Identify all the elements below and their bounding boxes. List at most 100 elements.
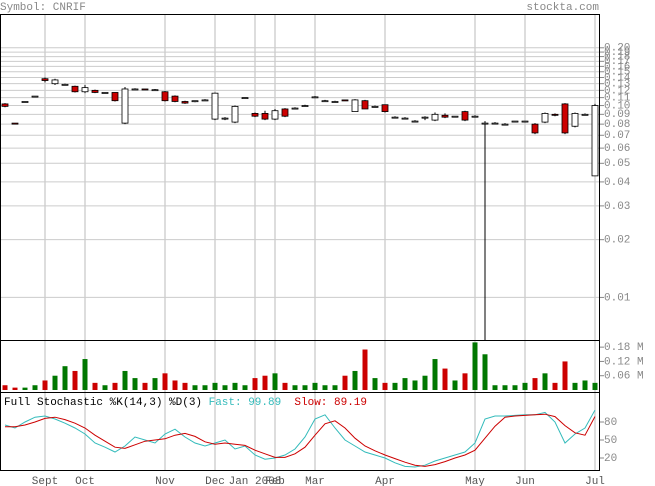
candle-body <box>91 89 99 93</box>
volume-bar <box>392 382 398 390</box>
candle-body <box>191 100 199 103</box>
y-tick-label: 0.15 <box>604 67 630 79</box>
y-tick-label: 80 <box>604 417 617 429</box>
volume-bar <box>402 378 408 390</box>
y-tick-label: 0.14 <box>604 72 631 84</box>
volume-bar <box>172 380 178 390</box>
volume-bar <box>322 385 328 390</box>
candle-body <box>181 101 189 104</box>
volume-bar <box>512 385 518 390</box>
candle-body <box>411 120 419 123</box>
volume-bar <box>362 349 368 390</box>
x-tick-label: Mar <box>305 476 325 486</box>
volume-bar <box>252 378 258 390</box>
candle-body <box>1 103 9 107</box>
volume-bar <box>272 373 278 390</box>
stochastic-frame <box>0 392 600 471</box>
candle-body <box>261 113 269 120</box>
y-tick-label: 0.12 <box>604 85 630 97</box>
volume-bar <box>142 382 148 390</box>
y-tick-label: 0.04 <box>604 177 631 189</box>
volume-bar <box>202 385 208 390</box>
candle-body <box>201 99 209 102</box>
y-tick-label: 0.20 <box>604 43 630 55</box>
candle-body <box>371 105 379 108</box>
y-tick-label: 0.08 <box>604 119 630 131</box>
candle-body <box>501 123 509 126</box>
candle-body <box>101 92 109 94</box>
grid-layer <box>0 14 600 470</box>
y-tick-label: 0.05 <box>604 158 630 170</box>
candle-body <box>581 113 589 116</box>
candle-body <box>11 122 19 125</box>
candle-body <box>461 111 469 121</box>
candle-body <box>431 113 439 121</box>
y-tick-label: 0.16 <box>604 61 630 73</box>
volume-bar <box>382 382 388 390</box>
volume-bar <box>342 375 348 390</box>
volume-bar <box>292 385 298 390</box>
candle-body <box>491 122 499 125</box>
volume-bar <box>372 378 378 390</box>
volume-bar <box>422 375 428 390</box>
y-tick-label: 0.18 <box>604 51 630 63</box>
candle-body <box>251 113 259 117</box>
candle-body <box>331 101 339 103</box>
candle-body <box>51 79 59 85</box>
volume-bar <box>582 380 588 390</box>
candle-body <box>451 115 459 118</box>
volume-bar <box>132 378 138 390</box>
volume-bar <box>472 342 478 390</box>
candle-body <box>171 95 179 102</box>
y-tick-label: 0.12 M <box>604 356 644 368</box>
candle-body <box>81 87 89 93</box>
candle-body <box>361 100 369 110</box>
candle-body <box>61 83 69 86</box>
y-tick-label: 0.02 <box>604 235 630 247</box>
x-tick-label: Jun <box>515 476 535 486</box>
volume-bar <box>552 382 558 390</box>
volume-bar <box>542 373 548 390</box>
candle-body <box>571 113 579 127</box>
volume-bar <box>122 370 128 390</box>
x-tick-label: Sept <box>32 476 58 486</box>
candle-body <box>21 101 29 103</box>
x-tick-label: Jan 2008 <box>229 476 282 486</box>
x-tick-label: Feb <box>265 476 285 486</box>
x-tick-label: Nov <box>155 476 175 486</box>
legend-entry: Slow: 89.19 <box>294 397 367 409</box>
legend-entry: Fast: 99.89 <box>209 397 282 409</box>
candle-body <box>221 117 229 120</box>
candle-body <box>591 105 599 177</box>
volume-bar <box>22 387 28 390</box>
y-tick-label: 0.18 M <box>604 342 644 354</box>
candle-body <box>531 123 539 134</box>
candle-body <box>231 105 239 123</box>
site-label: stockta.com <box>526 2 599 14</box>
volume-bar <box>562 361 568 390</box>
candle-body <box>471 115 479 118</box>
x-tick-label: Jul <box>585 476 605 486</box>
candle-body <box>311 96 319 99</box>
volume-bar <box>532 378 538 390</box>
y-tick-label: 20 <box>604 453 617 465</box>
candle-body <box>321 100 329 103</box>
x-tick-label: May <box>465 476 485 486</box>
candle-body <box>301 105 309 107</box>
volume-bar <box>572 382 578 390</box>
y-tick-label: 0.09 <box>604 109 630 121</box>
volume-bar <box>442 368 448 390</box>
candle-body <box>351 99 359 112</box>
volume-bar <box>592 382 598 390</box>
candle-body <box>131 88 139 91</box>
candle-body <box>561 103 569 134</box>
candle-body <box>381 104 389 112</box>
y-tick-label: 0.06 M <box>604 371 644 383</box>
candle-body <box>291 107 299 110</box>
stochastic-line <box>5 413 596 467</box>
volume-bar <box>492 385 498 390</box>
volume-bar <box>32 385 38 390</box>
volume-bar <box>102 385 108 390</box>
volume-bar <box>302 385 308 390</box>
candle-body <box>281 108 289 117</box>
